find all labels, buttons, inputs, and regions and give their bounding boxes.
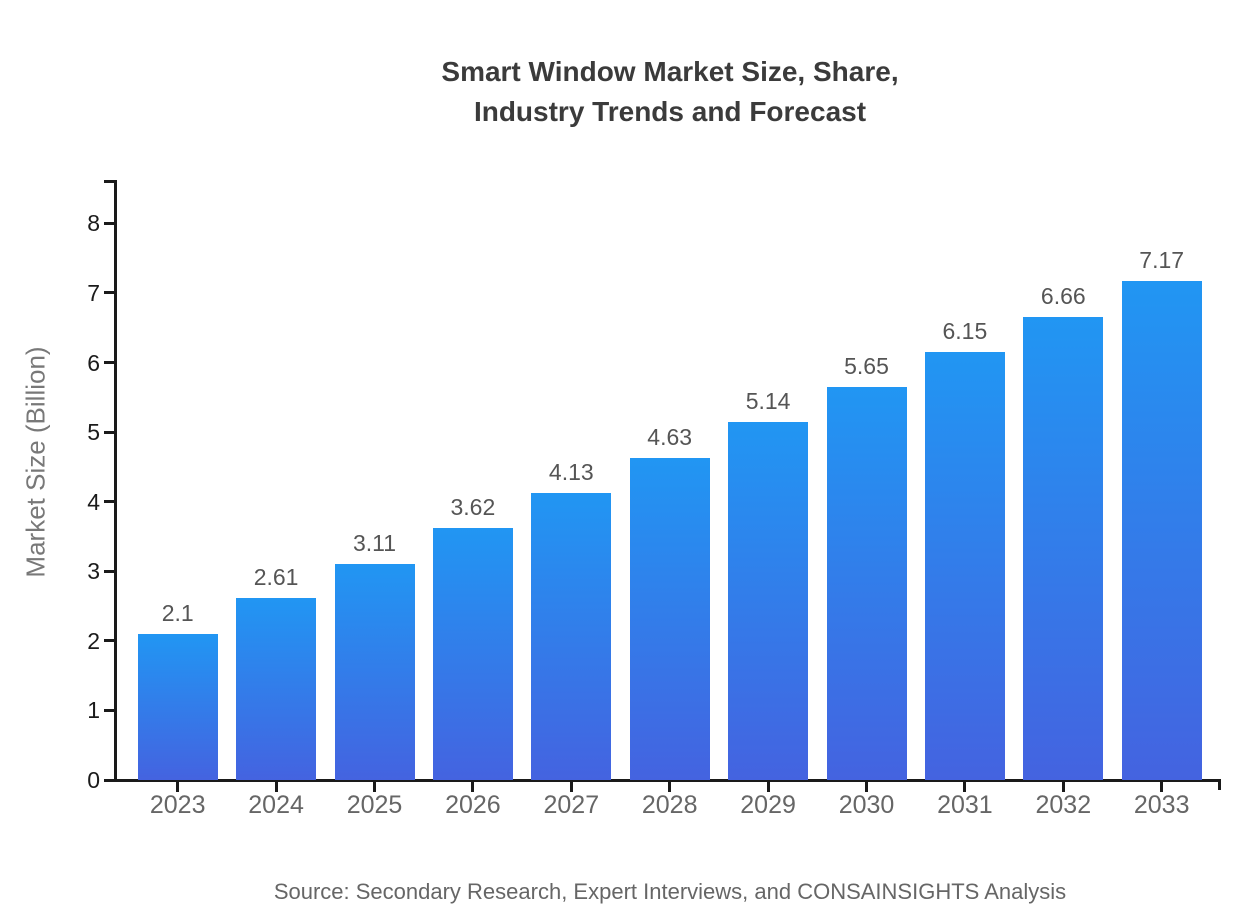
x-tick-label: 2024 [248, 791, 304, 819]
chart-title-line2: Industry Trends and Forecast [473, 96, 867, 127]
x-tick-label: 2030 [838, 791, 895, 819]
bar [728, 422, 809, 780]
chart-title-line1: Smart Window Market Size, Share, [441, 56, 899, 87]
bar-value-label: 5.65 [844, 352, 889, 379]
x-tick-label: 2028 [641, 791, 698, 819]
bar [826, 386, 907, 780]
bar-value-label: 2.61 [253, 564, 299, 591]
y-tick-label: 4 [87, 488, 100, 515]
x-tick-label: 2027 [543, 791, 600, 819]
bar [1023, 316, 1104, 780]
x-tick-label: 2023 [149, 791, 206, 819]
x-axis-tick [1061, 781, 1065, 792]
y-tick-label: 2 [87, 627, 100, 654]
x-axis-tick [865, 781, 868, 792]
y-axis-tick [104, 569, 115, 573]
bar-value-label: 7.17 [1139, 247, 1185, 274]
bar-value-label: 3.11 [352, 529, 397, 556]
x-axis-tick [373, 781, 376, 792]
y-tick-label: 0 [87, 767, 100, 793]
y-axis-tick [104, 639, 115, 643]
chart-title: Smart Window Market Size, Share, Industr… [170, 52, 1170, 132]
bar-value-label: 4.13 [548, 458, 594, 485]
bar-value-label: 6.66 [1040, 282, 1086, 309]
x-axis-tick [668, 781, 672, 792]
y-tick-label: 1 [87, 697, 100, 724]
x-tick-label: 2033 [1133, 791, 1190, 819]
y-axis-tick [104, 430, 115, 434]
bar [531, 492, 612, 780]
y-tick-label: 6 [87, 349, 100, 376]
y-axis-tick [104, 221, 115, 225]
source-note: Source: Secondary Research, Expert Inter… [273, 879, 1067, 904]
y-tick-label: 7 [87, 279, 100, 306]
y-axis-tick [104, 500, 115, 504]
y-axis-tick [104, 361, 115, 365]
y-axis-line [114, 180, 117, 782]
bar [924, 352, 1005, 780]
bar-value-label: 3.62 [450, 494, 496, 521]
x-axis-tick [1160, 781, 1164, 792]
y-tick-label: 8 [87, 210, 100, 237]
x-axis-line [114, 779, 1221, 782]
x-axis-tick [471, 781, 475, 792]
y-axis-tick [104, 291, 115, 295]
bar-value-label: 4.63 [647, 423, 693, 450]
y-axis-end-cap [104, 180, 115, 183]
bar [236, 598, 317, 780]
y-tick-label: 5 [87, 419, 100, 446]
x-axis-tick [274, 781, 278, 792]
y-tick-label: 3 [87, 558, 100, 585]
bar-value-label: 2.1 [161, 599, 194, 626]
bar [432, 528, 513, 780]
y-axis-tick [104, 778, 115, 782]
bar [137, 633, 218, 780]
bar [629, 457, 710, 780]
x-axis-tick [176, 781, 180, 792]
x-tick-label: 2026 [445, 791, 501, 819]
x-tick-label: 2029 [740, 791, 796, 819]
x-axis-end-cap [1218, 779, 1221, 790]
x-tick-label: 2031 [937, 791, 993, 819]
x-tick-label: 2025 [346, 791, 403, 819]
x-axis-tick [766, 781, 770, 792]
x-tick-label: 2032 [1035, 791, 1092, 819]
x-axis-tick [963, 781, 967, 792]
bar-value-label: 6.15 [942, 318, 988, 345]
bar [334, 563, 415, 780]
y-axis-tick [104, 708, 115, 712]
bar [1121, 281, 1202, 780]
x-axis-tick [569, 781, 573, 792]
bar-value-label: 5.14 [745, 388, 791, 415]
